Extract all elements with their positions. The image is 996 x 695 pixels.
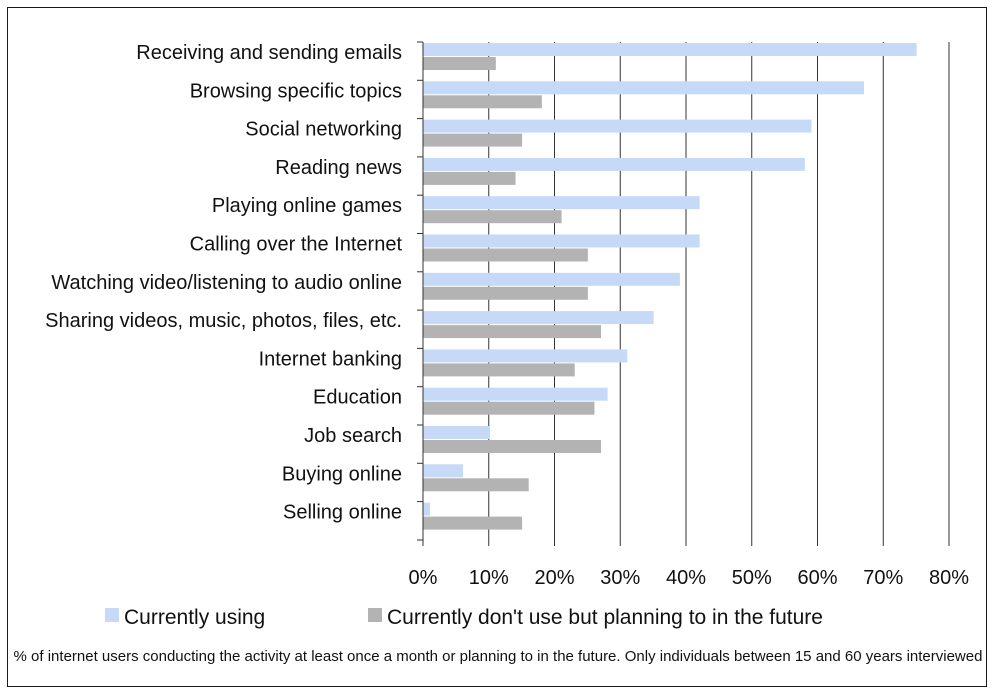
bar-planning (423, 516, 523, 530)
x-tick-label: 10% (469, 567, 509, 589)
x-tick-label: 20% (534, 567, 574, 589)
category-label: Job search (304, 425, 402, 447)
category-label: Calling over the Internet (190, 234, 403, 256)
bar-planning (423, 248, 588, 262)
category-label: Social networking (245, 119, 402, 141)
bar-currently-using (423, 464, 463, 478)
bar-planning (423, 325, 602, 339)
bar-planning (423, 210, 562, 224)
footnote: % of internet users conducting the activ… (13, 648, 983, 665)
bar-planning (423, 401, 595, 415)
category-label: Receiving and sending emails (136, 42, 402, 64)
x-tick-labels: 0% 10% 20% 30% 40% 50% 60% 70% 80% (409, 567, 970, 589)
bar-currently-using (423, 234, 700, 248)
x-tick-label: 50% (732, 567, 772, 589)
bar-planning (423, 440, 602, 453)
chart-frame (7, 7, 987, 687)
bar-planning (423, 95, 542, 109)
category-label: Browsing specific topics (190, 80, 402, 102)
category-label: Sharing videos, music, photos, files, et… (45, 310, 402, 332)
bars (423, 43, 917, 530)
bar-currently-using (423, 119, 812, 133)
x-tick-label: 80% (929, 567, 969, 589)
x-tick-label: 0% (409, 567, 438, 589)
axes (417, 41, 950, 546)
bar-planning (423, 57, 496, 70)
x-tick-label: 60% (797, 567, 837, 589)
bar-planning (423, 363, 575, 377)
category-label: Watching video/listening to audio online (51, 272, 402, 294)
bar-currently-using (423, 311, 654, 325)
bar-currently-using (423, 43, 917, 56)
bar-currently-using (423, 349, 628, 363)
category-label: Buying online (282, 463, 402, 485)
category-label: Internet banking (259, 348, 402, 370)
legend-label: Currently don't use but planning to in t… (387, 606, 823, 629)
x-tick-label: 30% (600, 567, 640, 589)
legend-swatch (368, 608, 382, 622)
category-labels: Receiving and sending emails Browsing spe… (45, 42, 402, 524)
bar-currently-using (423, 157, 805, 171)
legend-swatch (105, 608, 119, 622)
legend: Currently using Currently don't use but p… (105, 606, 823, 629)
bar-currently-using (423, 387, 608, 401)
bar-currently-using (423, 196, 700, 210)
bar-planning (423, 286, 588, 300)
bar-planning (423, 171, 516, 185)
bar-currently-using (423, 81, 865, 95)
x-tick-label: 40% (666, 567, 706, 589)
category-label: Education (313, 387, 402, 409)
bar-currently-using (423, 502, 431, 516)
bar-currently-using (423, 426, 490, 439)
bar-planning (423, 133, 523, 147)
category-label: Reading news (275, 157, 402, 179)
bar-planning (423, 478, 529, 492)
bar-currently-using (423, 272, 680, 286)
category-label: Selling online (283, 502, 402, 524)
legend-label: Currently using (124, 606, 265, 629)
x-tick-label: 70% (863, 567, 903, 589)
category-label: Playing online games (212, 195, 402, 217)
